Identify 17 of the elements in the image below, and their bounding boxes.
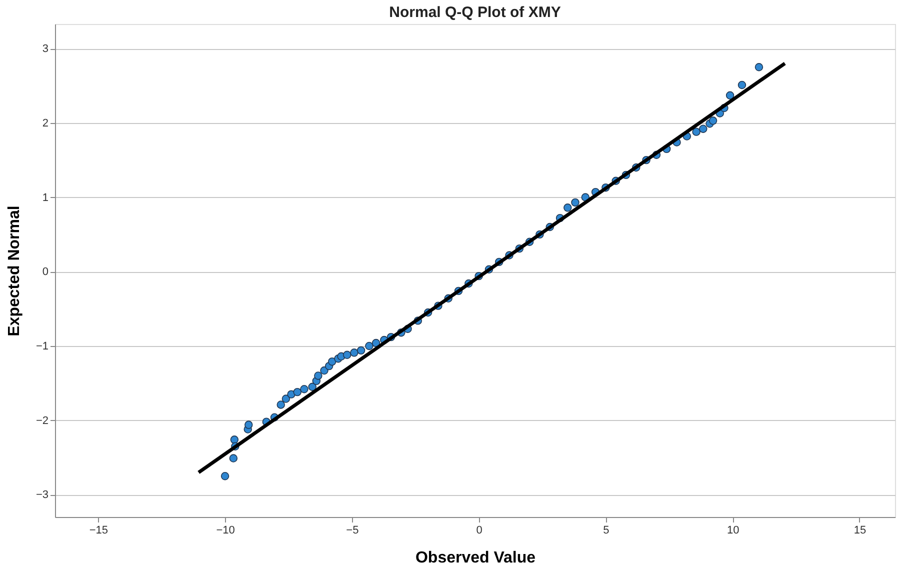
chart-title: Normal Q-Q Plot of XMY (389, 4, 561, 21)
y-axis-title: Expected Normal (6, 206, 23, 336)
x-tick-label: −5 (346, 524, 359, 536)
y-tick-label: 0 (42, 266, 48, 278)
y-tick-label: −3 (36, 489, 48, 502)
y-tick-label: −1 (36, 340, 48, 352)
x-tick-label: 5 (603, 524, 610, 536)
y-tick-label: 1 (42, 192, 48, 204)
x-tick-label: −15 (89, 524, 108, 536)
x-tick-label: 10 (726, 524, 740, 536)
x-tick-label: 15 (854, 524, 866, 536)
y-tick-label: 3 (42, 43, 48, 56)
y-tick-label: −2 (36, 414, 48, 427)
x-tick-label: 0 (476, 524, 482, 536)
x-tick-label: −10 (216, 524, 235, 536)
y-tick-label: 2 (42, 117, 48, 130)
x-axis-title: Observed Value (415, 550, 536, 566)
